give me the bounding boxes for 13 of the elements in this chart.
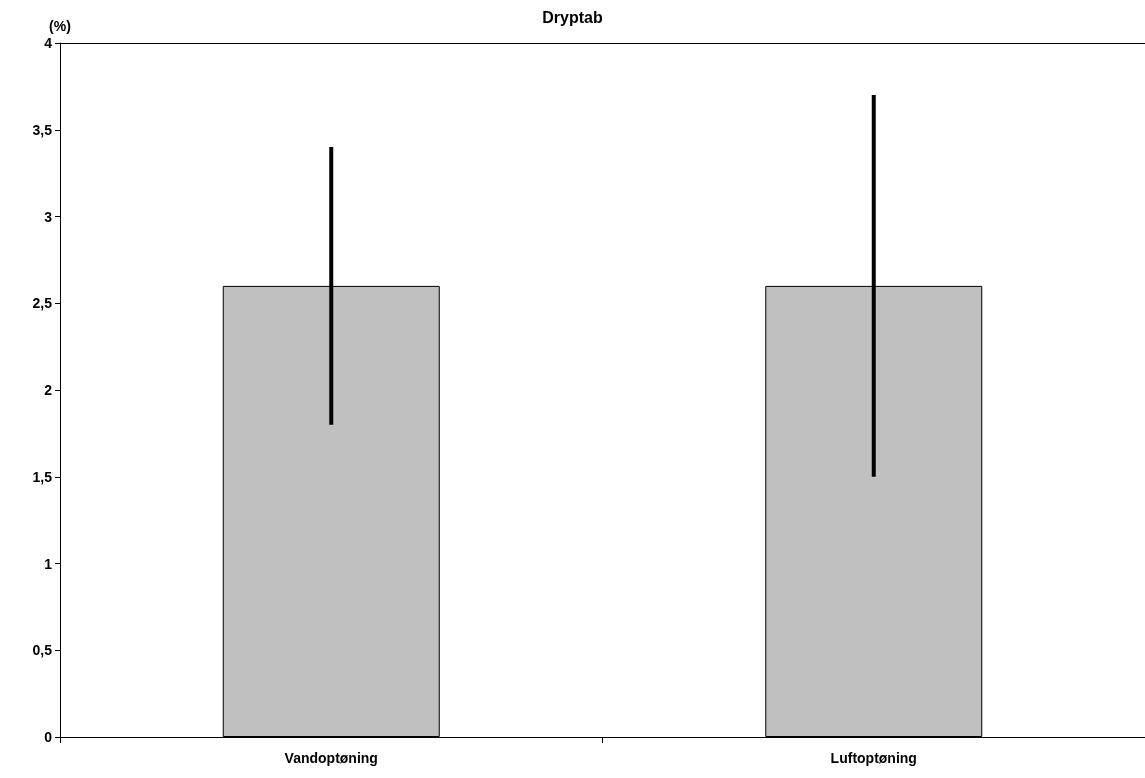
y-tick-label: 4 <box>44 35 53 51</box>
y-tick-label: 3,5 <box>32 121 53 138</box>
y-tick-label: 2,5 <box>32 295 53 312</box>
y-tick-label: 0,5 <box>32 642 53 659</box>
y-tick-label: 3 <box>44 208 53 225</box>
y-tick-label: 1 <box>44 555 53 572</box>
y-tick-label: 0 <box>44 729 53 745</box>
y-tick-label: 2 <box>44 382 53 398</box>
chart-title: Dryptab <box>542 8 603 26</box>
y-tick-label: 1,5 <box>32 468 53 485</box>
x-tick-label: Luftoptøning <box>830 750 917 766</box>
x-tick-label: Vandoptøning <box>284 750 378 766</box>
y-axis-title: (%) <box>49 18 71 34</box>
